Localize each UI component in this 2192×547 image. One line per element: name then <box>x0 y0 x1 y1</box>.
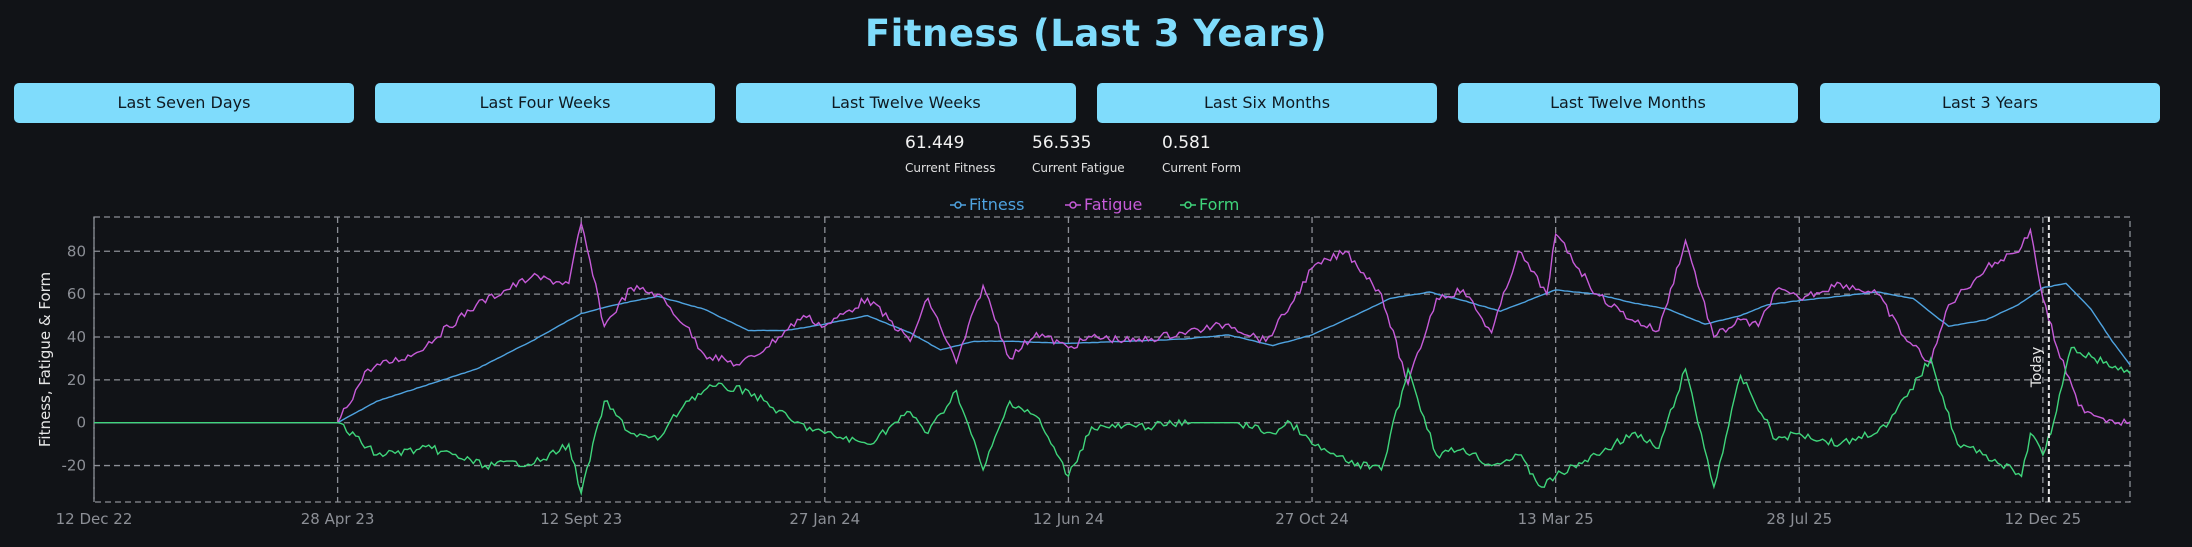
x-tick-label: 28 Jul 25 <box>1766 510 1832 528</box>
x-tick-label: 13 Mar 25 <box>1518 510 1594 528</box>
current-form-stat: 0.581 Current Form <box>1162 133 1241 175</box>
fatigue-line <box>94 220 2131 427</box>
y-tick-label: -20 <box>62 457 87 475</box>
form-line <box>94 346 2131 497</box>
legend-label-fatigue: Fatigue <box>1084 195 1142 214</box>
page-title: Fitness (Last 3 Years) <box>864 12 1328 55</box>
plot-frame <box>93 216 2131 503</box>
legend-label-form: Form <box>1199 195 1239 214</box>
y-tick-label: 80 <box>67 242 86 260</box>
x-tick-label: 12 Dec 25 <box>2004 510 2081 528</box>
x-tick-label: 28 Apr 23 <box>301 510 375 528</box>
current-fatigue-value: 56.535 <box>1032 133 1092 153</box>
x-tick-label: 12 Jun 24 <box>1033 510 1104 528</box>
x-tick-label: 27 Oct 24 <box>1275 510 1349 528</box>
y-tick-label: 20 <box>67 371 86 389</box>
legend-marker-form <box>1184 201 1192 209</box>
last-twelve-months-button[interactable]: Last Twelve Months <box>1458 83 1798 123</box>
y-tick-label: 60 <box>67 285 86 303</box>
y-axis-label: Fitness, Fatigue & Form <box>36 272 54 447</box>
current-form-label: Current Form <box>1162 161 1242 175</box>
last-3-years-button[interactable]: Last 3 Years <box>1820 83 2160 123</box>
current-fatigue-stat: 56.535 Current Fatigue <box>1032 133 1125 175</box>
legend-label-fitness: Fitness <box>969 195 1024 214</box>
fitness-line <box>94 282 2131 424</box>
current-fitness-stat: 61.449 Current Fitness <box>905 133 995 175</box>
current-form-value: 0.581 <box>1162 133 1211 153</box>
current-fatigue-label: Current Fatigue <box>1032 161 1125 175</box>
legend-marker-fatigue <box>1069 201 1077 209</box>
last-twelve-weeks-button[interactable]: Last Twelve Weeks <box>736 83 1076 123</box>
y-tick-label: 0 <box>76 414 86 432</box>
last-six-months-button[interactable]: Last Six Months <box>1097 83 1437 123</box>
current-fitness-value: 61.449 <box>905 133 965 153</box>
x-tick-label: 12 Sept 23 <box>540 510 622 528</box>
legend-marker-fitness <box>954 201 962 209</box>
last-seven-days-button[interactable]: Last Seven Days <box>14 83 354 123</box>
today-marker-label: Today <box>2029 347 2045 389</box>
range-button-bar: Last Seven Days Last Four Weeks Last Twe… <box>14 83 2164 123</box>
y-tick-label: 40 <box>67 328 86 346</box>
x-tick-label: 27 Jan 24 <box>789 510 860 528</box>
current-fitness-label: Current Fitness <box>905 161 996 175</box>
last-four-weeks-button[interactable]: Last Four Weeks <box>375 83 715 123</box>
x-tick-label: 12 Dec 22 <box>56 510 133 528</box>
